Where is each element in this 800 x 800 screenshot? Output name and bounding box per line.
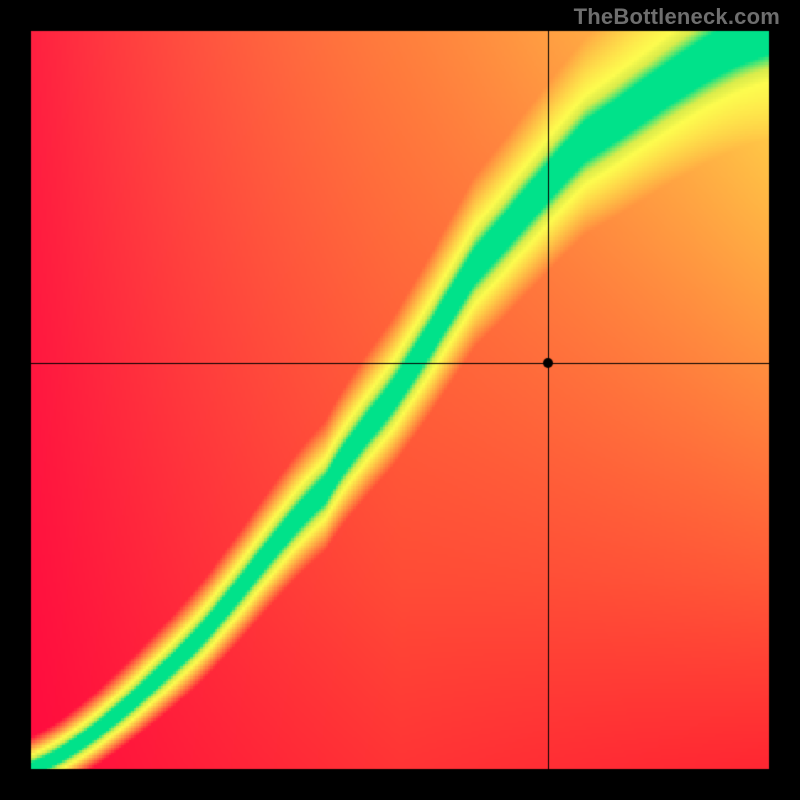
heatmap-canvas (0, 0, 800, 800)
watermark-text: TheBottleneck.com (574, 4, 780, 30)
chart-container: TheBottleneck.com (0, 0, 800, 800)
